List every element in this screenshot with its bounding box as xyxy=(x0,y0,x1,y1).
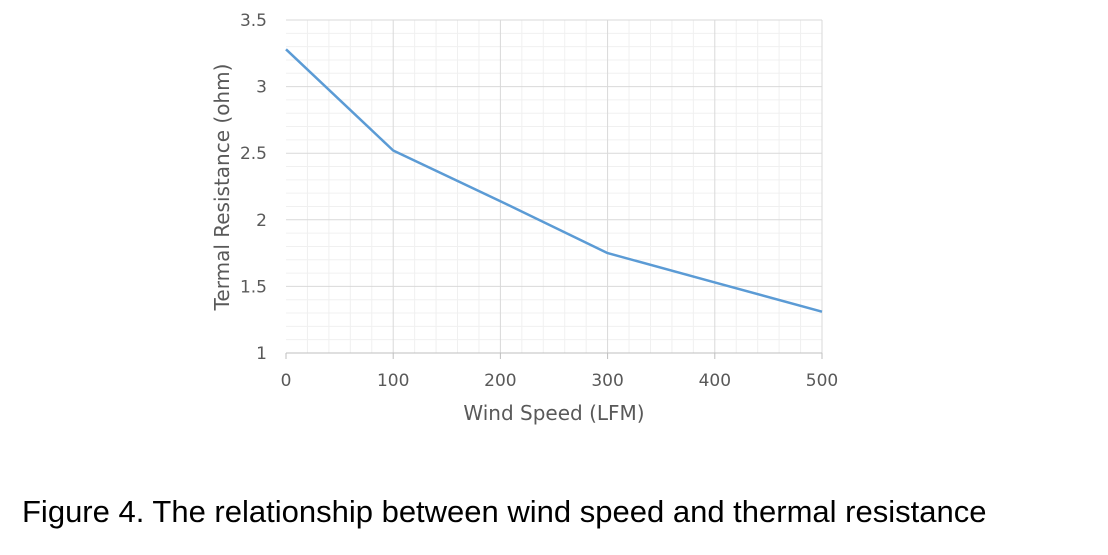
x-axis-title: Wind Speed (LFM) xyxy=(463,401,644,425)
figure-caption: Figure 4. The relationship between wind … xyxy=(22,494,987,529)
x-tick-label: 0 xyxy=(281,371,292,391)
line-chart: 0 100 200 300 400 500 1 1.5 2 2.5 3 3.5 Wind Speed… xyxy=(210,11,838,425)
y-tick-label: 3 xyxy=(256,78,267,98)
x-tick-label: 200 xyxy=(484,371,516,391)
y-axis-ticks: 1 1.5 2 2.5 3 3.5 xyxy=(240,11,267,364)
major-gridlines xyxy=(286,19,823,353)
x-axis-ticks: 0 100 200 300 400 500 xyxy=(281,353,838,391)
y-tick-label: 2.5 xyxy=(240,144,267,164)
y-axis-title: Termal Resistance (ohm) xyxy=(210,64,234,312)
y-tick-label: 1.5 xyxy=(240,277,267,297)
y-tick-label: 3.5 xyxy=(240,11,267,31)
x-tick-label: 500 xyxy=(806,371,838,391)
x-tick-label: 400 xyxy=(699,371,731,391)
minor-gridlines xyxy=(286,20,822,353)
series-line xyxy=(285,48,823,313)
x-tick-label: 300 xyxy=(591,371,623,391)
x-tick-label: 100 xyxy=(377,371,409,391)
y-tick-label: 2 xyxy=(256,211,267,231)
y-tick-label: 1 xyxy=(256,344,267,364)
